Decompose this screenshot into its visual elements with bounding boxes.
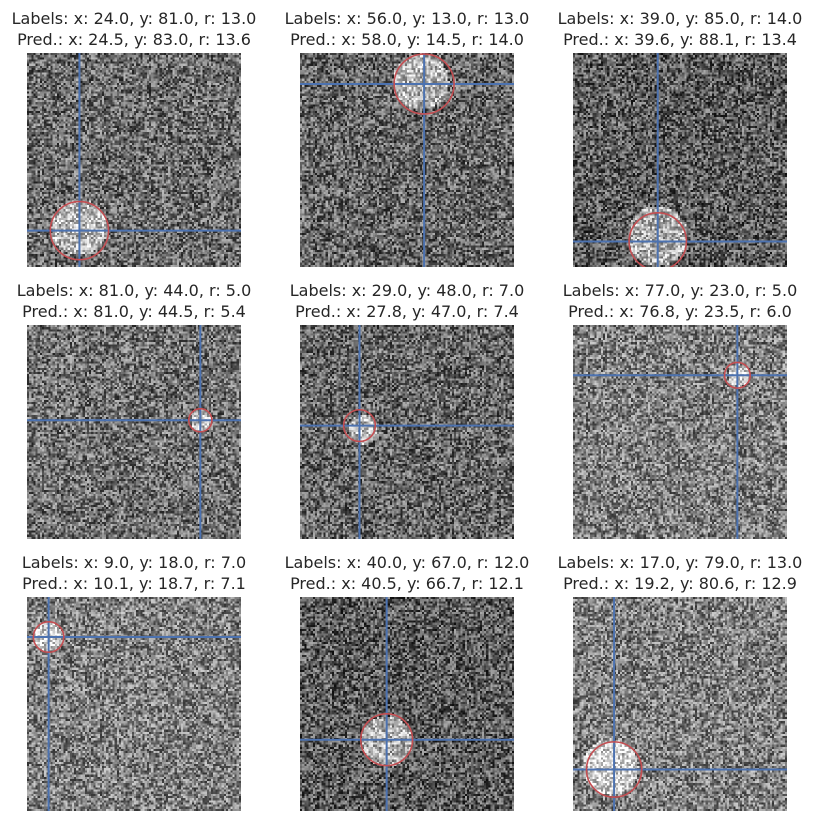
panel-pred-line: Pred.: x: 10.1, y: 18.7, r: 7.1: [22, 574, 246, 593]
panel-label-line: Labels: x: 81.0, y: 44.0, r: 5.0: [17, 281, 252, 300]
noise-image: [27, 325, 241, 539]
panel-5: Labels: x: 29.0, y: 48.0, r: 7.0 Pred.: …: [290, 281, 525, 539]
noise-image: [573, 597, 787, 811]
panel-label-line: Labels: x: 77.0, y: 23.0, r: 5.0: [563, 281, 798, 300]
panel-2: Labels: x: 56.0, y: 13.0, r: 13.0 Pred.:…: [285, 9, 530, 267]
pred-circle: [32, 621, 65, 654]
pred-circle: [49, 200, 110, 261]
panel-3: Labels: x: 39.0, y: 85.0, r: 14.0 Pred.:…: [558, 9, 803, 267]
panel-pred-line: Pred.: x: 19.2, y: 80.6, r: 12.9: [563, 574, 797, 593]
pred-circle: [628, 212, 688, 267]
pred-circle: [187, 407, 213, 433]
panel-8: Labels: x: 40.0, y: 67.0, r: 12.0 Pred.:…: [285, 553, 530, 811]
pred-circle: [359, 713, 414, 767]
panel-pred-line: Pred.: x: 81.0, y: 44.5, r: 5.4: [22, 302, 246, 321]
noise-image: [300, 53, 514, 267]
panel-pred-line: Pred.: x: 39.6, y: 88.1, r: 13.4: [563, 30, 797, 49]
pred-circle: [393, 53, 455, 115]
panel-pred-line: Pred.: x: 27.8, y: 47.0, r: 7.4: [295, 302, 519, 321]
panel-label-line: Labels: x: 9.0, y: 18.0, r: 7.0: [22, 553, 246, 572]
panel-label-line: Labels: x: 40.0, y: 67.0, r: 12.0: [285, 553, 530, 572]
panel-6: Labels: x: 77.0, y: 23.0, r: 5.0 Pred.: …: [563, 281, 798, 539]
panel-label-line: Labels: x: 56.0, y: 13.0, r: 13.0: [285, 9, 530, 28]
panel-4: Labels: x: 81.0, y: 44.0, r: 5.0 Pred.: …: [17, 281, 252, 539]
pred-circle: [342, 408, 377, 443]
pred-circle: [723, 361, 751, 389]
noise-image: [300, 597, 514, 811]
panel-label-line: Labels: x: 17.0, y: 79.0, r: 13.0: [558, 553, 803, 572]
panel-pred-line: Pred.: x: 58.0, y: 14.5, r: 14.0: [290, 30, 524, 49]
panel-1: Labels: x: 24.0, y: 81.0, r: 13.0 Pred.:…: [12, 9, 257, 267]
panel-label-line: Labels: x: 29.0, y: 48.0, r: 7.0: [290, 281, 525, 300]
noise-image: [573, 325, 787, 539]
pred-circle: [585, 741, 643, 798]
noise-image: [573, 53, 787, 267]
panel-pred-line: Pred.: x: 24.5, y: 83.0, r: 13.6: [17, 30, 251, 49]
noise-image: [27, 597, 241, 811]
panel-label-line: Labels: x: 39.0, y: 85.0, r: 14.0: [558, 9, 803, 28]
panel-7: Labels: x: 9.0, y: 18.0, r: 7.0 Pred.: x:…: [22, 553, 246, 811]
panel-label-line: Labels: x: 24.0, y: 81.0, r: 13.0: [12, 9, 257, 28]
noise-image: [27, 53, 241, 267]
panel-pred-line: Pred.: x: 40.5, y: 66.7, r: 12.1: [290, 574, 524, 593]
panel-9: Labels: x: 17.0, y: 79.0, r: 13.0 Pred.:…: [558, 553, 803, 811]
panel-pred-line: Pred.: x: 76.8, y: 23.5, r: 6.0: [568, 302, 792, 321]
noise-image: [300, 325, 514, 539]
